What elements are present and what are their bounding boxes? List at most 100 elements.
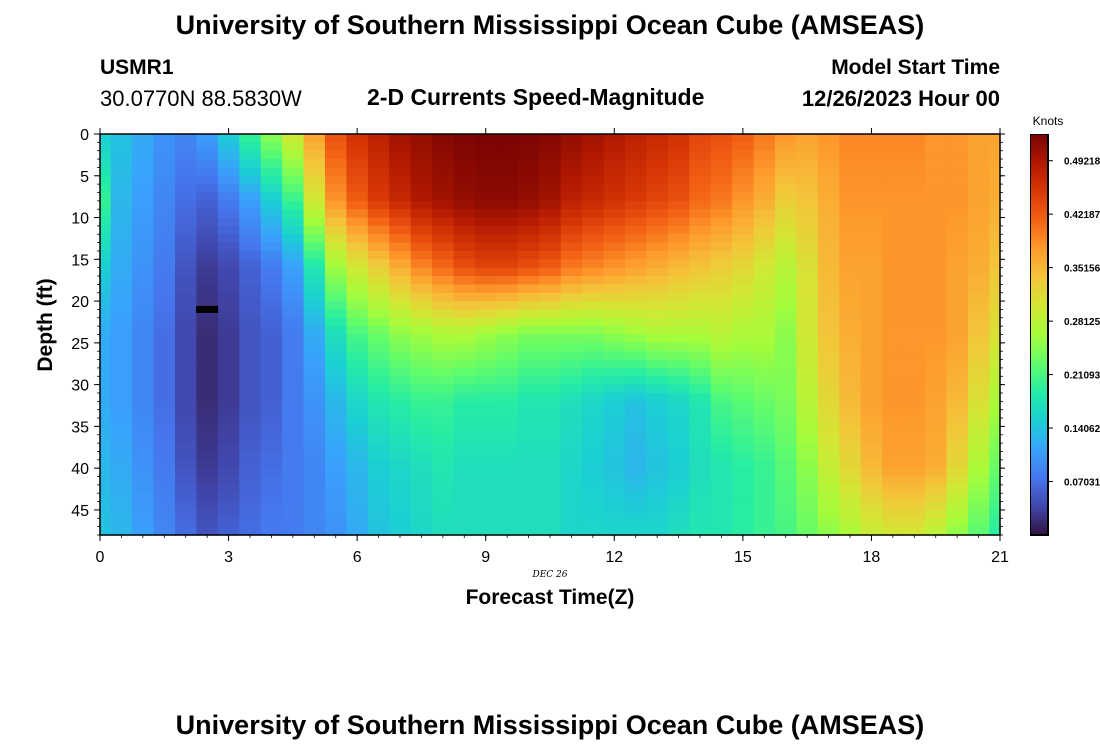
heatmap-cell xyxy=(153,250,176,260)
heatmap-cell xyxy=(346,150,369,160)
heatmap-cell xyxy=(646,259,669,269)
heatmap-cell xyxy=(753,142,776,152)
heatmap-cell xyxy=(925,284,948,294)
heatmap-cell xyxy=(903,459,926,469)
heatmap-cell xyxy=(625,301,648,311)
heatmap-cell xyxy=(860,301,883,311)
heatmap-cell xyxy=(625,334,648,344)
heatmap-cell xyxy=(732,518,755,528)
heatmap-cell xyxy=(367,484,390,494)
heatmap-cell xyxy=(303,376,326,386)
heatmap-cell xyxy=(925,384,948,394)
heatmap-cell xyxy=(196,426,219,436)
heatmap-cell xyxy=(796,209,819,219)
heatmap-cell xyxy=(303,451,326,461)
colorbar-segment xyxy=(1030,178,1048,181)
heatmap-cell xyxy=(282,392,305,402)
heatmap-cell xyxy=(560,334,583,344)
heatmap-cell xyxy=(625,175,648,185)
heatmap-cell xyxy=(110,434,133,444)
heatmap-cell xyxy=(796,150,819,160)
heatmap-cell xyxy=(303,209,326,219)
heatmap-cell xyxy=(282,242,305,252)
heatmap-cell xyxy=(839,175,862,185)
heatmap-cell xyxy=(260,359,283,369)
heatmap-cell xyxy=(817,434,840,444)
heatmap-cell xyxy=(989,476,1001,486)
colorbar-segment xyxy=(1030,492,1048,496)
colorbar-segment xyxy=(1030,488,1048,492)
heatmap-cell xyxy=(775,501,798,511)
heatmap-cell xyxy=(175,326,198,336)
heatmap-cell xyxy=(753,184,776,194)
heatmap-cell xyxy=(346,392,369,402)
heatmap-cell xyxy=(346,409,369,419)
heatmap-cell xyxy=(689,134,712,143)
heatmap-cell xyxy=(667,443,690,453)
heatmap-cell xyxy=(603,301,626,311)
heatmap-cell xyxy=(775,526,798,536)
colorbar-segment xyxy=(1030,450,1048,454)
heatmap-cell xyxy=(260,518,283,528)
heatmap-cell xyxy=(603,317,626,327)
colorbar-segment xyxy=(1030,154,1048,157)
heatmap-cell xyxy=(110,284,133,294)
heatmap-cell xyxy=(710,367,733,377)
heatmap-cell xyxy=(110,267,133,277)
heatmap-cell xyxy=(100,250,112,260)
heatmap-cell xyxy=(110,484,133,494)
heatmap-cell xyxy=(925,459,948,469)
heatmap-cell xyxy=(925,192,948,202)
heatmap-cell xyxy=(775,484,798,494)
heatmap-cell xyxy=(582,418,605,427)
heatmap-cell xyxy=(732,317,755,327)
heatmap-cell xyxy=(517,359,540,369)
heatmap-cell xyxy=(346,284,369,294)
model-start-value: 12/26/2023 Hour 00 xyxy=(801,86,1000,111)
heatmap-cell xyxy=(153,459,176,469)
heatmap-cell xyxy=(303,184,326,194)
heatmap-cell xyxy=(775,150,798,160)
heatmap-cell xyxy=(389,443,412,453)
heatmap-cell xyxy=(732,334,755,344)
heatmap-cell xyxy=(175,451,198,461)
heatmap-cell xyxy=(110,376,133,386)
heatmap-cell xyxy=(239,426,262,436)
heatmap-cell xyxy=(410,142,433,152)
heatmap-cell xyxy=(625,192,648,202)
heatmap-cell xyxy=(217,184,240,194)
heatmap-cell xyxy=(625,451,648,461)
heatmap-cell xyxy=(367,526,390,536)
heatmap-cell xyxy=(839,359,862,369)
heatmap-cell xyxy=(882,459,905,469)
heatmap-cell xyxy=(753,225,776,235)
heatmap-cell xyxy=(239,292,262,302)
heatmap-cell xyxy=(882,142,905,152)
colorbar-segment xyxy=(1030,222,1048,225)
colorbar-segment xyxy=(1030,274,1048,277)
heatmap-cell xyxy=(967,443,990,453)
heatmap-cell xyxy=(217,359,240,369)
heatmap-cell xyxy=(967,376,990,386)
heatmap-cell xyxy=(496,167,519,177)
heatmap-cell xyxy=(539,184,562,194)
heatmap-cell xyxy=(625,309,648,319)
heatmap-cell xyxy=(560,501,583,511)
heatmap-cell xyxy=(496,526,519,536)
heatmap-cell xyxy=(110,309,133,319)
heatmap-cell xyxy=(903,409,926,419)
heatmap-cell xyxy=(625,276,648,285)
heatmap-cell xyxy=(946,175,969,185)
heatmap-cell xyxy=(389,409,412,419)
heatmap-cell xyxy=(732,509,755,519)
heatmap-cell xyxy=(539,134,562,143)
heatmap-cell xyxy=(560,150,583,160)
heatmap-cell xyxy=(153,342,176,352)
heatmap-cell xyxy=(646,376,669,386)
heatmap-cell xyxy=(475,250,498,260)
heatmap-cell xyxy=(389,301,412,311)
heatmap-cell xyxy=(239,209,262,219)
heatmap-cell xyxy=(132,292,155,302)
heatmap-cell xyxy=(196,392,219,402)
heatmap-cell xyxy=(625,351,648,361)
